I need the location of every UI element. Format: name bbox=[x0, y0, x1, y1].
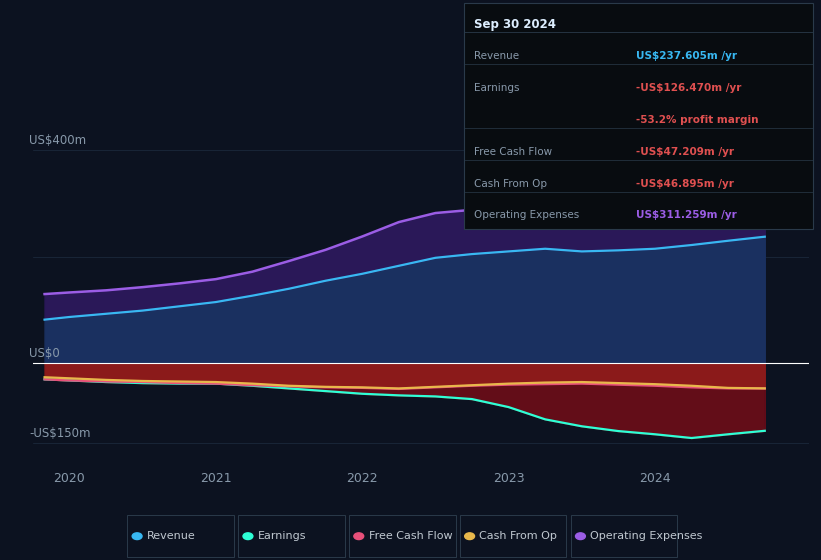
Text: US$400m: US$400m bbox=[29, 134, 86, 147]
Text: Cash From Op: Cash From Op bbox=[474, 179, 547, 189]
Text: -US$47.209m /yr: -US$47.209m /yr bbox=[636, 147, 734, 157]
Text: US$311.259m /yr: US$311.259m /yr bbox=[636, 211, 737, 221]
Text: -US$126.470m /yr: -US$126.470m /yr bbox=[636, 83, 741, 93]
Text: Earnings: Earnings bbox=[474, 83, 519, 93]
Text: Free Cash Flow: Free Cash Flow bbox=[474, 147, 552, 157]
Text: US$237.605m /yr: US$237.605m /yr bbox=[636, 51, 737, 61]
Text: Cash From Op: Cash From Op bbox=[479, 531, 557, 541]
Text: -53.2% profit margin: -53.2% profit margin bbox=[636, 115, 759, 125]
Text: -US$150m: -US$150m bbox=[29, 427, 90, 440]
Text: Operating Expenses: Operating Expenses bbox=[474, 211, 579, 221]
Text: Revenue: Revenue bbox=[474, 51, 519, 61]
Text: Free Cash Flow: Free Cash Flow bbox=[369, 531, 452, 541]
Text: Operating Expenses: Operating Expenses bbox=[590, 531, 703, 541]
Text: -US$46.895m /yr: -US$46.895m /yr bbox=[636, 179, 734, 189]
Text: Sep 30 2024: Sep 30 2024 bbox=[474, 17, 556, 31]
Text: Revenue: Revenue bbox=[147, 531, 195, 541]
Text: US$0: US$0 bbox=[29, 347, 60, 360]
Text: Earnings: Earnings bbox=[258, 531, 306, 541]
